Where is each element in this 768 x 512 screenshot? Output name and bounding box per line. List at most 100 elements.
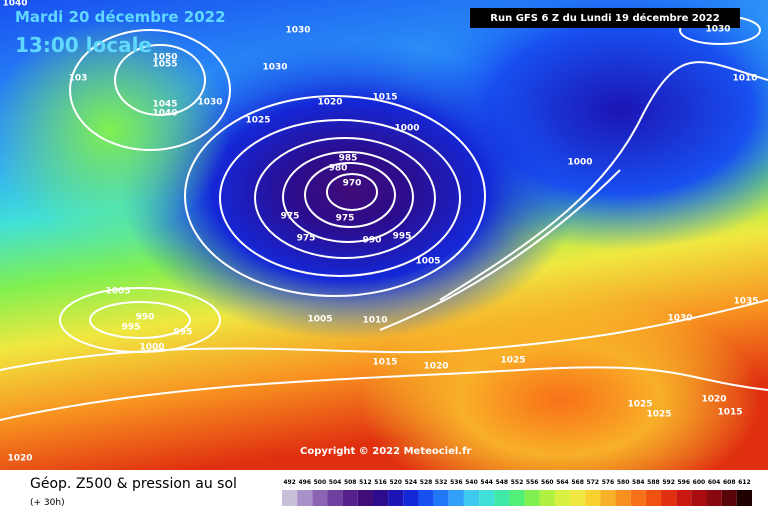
scale-label: 524 xyxy=(405,479,418,486)
scale-label: 508 xyxy=(344,479,357,486)
scale-swatch xyxy=(524,490,540,506)
scale-swatch xyxy=(570,490,586,506)
scale-label: 532 xyxy=(435,479,448,486)
scale-label: 608 xyxy=(723,479,736,486)
run-info: Run GFS 6 Z du Lundi 19 décembre 2022 xyxy=(490,12,719,24)
scale-swatch xyxy=(600,490,616,506)
scale-label: 500 xyxy=(314,479,327,486)
isobar-label: 1025 xyxy=(245,116,270,126)
scale-swatch xyxy=(554,490,571,506)
scale-label: 612 xyxy=(738,479,751,486)
scale-label: 584 xyxy=(632,479,645,486)
isobar-label: 1030 xyxy=(262,63,287,73)
isobar-label: 1025 xyxy=(500,356,525,366)
isobar-label: 980 xyxy=(329,164,348,174)
isobar-label: 975 xyxy=(281,212,300,222)
scale-label: 560 xyxy=(541,479,554,486)
isobar-label: 1000 xyxy=(139,343,164,353)
scale-swatch xyxy=(479,490,495,506)
isobar-label: 1040 xyxy=(152,109,177,119)
scale-label: 496 xyxy=(298,479,311,486)
scale-swatch xyxy=(418,490,434,506)
scale-swatch xyxy=(312,490,328,506)
isobar-label: 995 xyxy=(122,323,141,333)
isobar-label: 1050 xyxy=(152,53,177,63)
isobar-label: 1045 xyxy=(152,100,177,110)
scale-swatch xyxy=(630,490,646,506)
isobar-label: 1040 xyxy=(2,0,27,9)
scale-swatch xyxy=(433,490,449,506)
scale-swatch xyxy=(357,490,373,506)
isobar-label: 1020 xyxy=(701,395,726,405)
isobar-label: 1015 xyxy=(372,358,397,368)
scale-label: 580 xyxy=(617,479,630,486)
isobar-label: 1030 xyxy=(667,314,692,324)
footer-lead: (+ 30h) xyxy=(30,498,65,508)
scale-swatch xyxy=(676,490,692,506)
scale-label: 540 xyxy=(465,479,478,486)
isobars xyxy=(0,15,768,421)
scale-label: 600 xyxy=(693,479,706,486)
footer-title: Géop. Z500 & pression au sol xyxy=(30,476,237,492)
isobar-label: 1010 xyxy=(732,74,757,84)
scale-swatch xyxy=(615,490,631,506)
isobar-label: 995 xyxy=(174,328,193,338)
scale-label: 552 xyxy=(511,479,524,486)
date: Mardi 20 décembre 2022 xyxy=(15,8,226,26)
scale-label: 520 xyxy=(389,479,402,486)
isobar-label: 995 xyxy=(393,232,412,242)
scale-swatch xyxy=(706,490,722,506)
scale-label: 528 xyxy=(420,479,433,486)
isobar-label: 1035 xyxy=(733,297,758,307)
scale-swatch xyxy=(388,490,404,506)
isobar-label: 975 xyxy=(336,214,355,224)
isobar-label: 1005 xyxy=(105,287,130,297)
scale-swatch xyxy=(494,490,510,506)
scale-swatch xyxy=(721,490,737,506)
scale-label: 564 xyxy=(556,479,569,486)
isobar-label: 1030 xyxy=(197,98,222,108)
scale-label: 588 xyxy=(647,479,660,486)
scale-label: 504 xyxy=(329,479,342,486)
scale-label: 512 xyxy=(359,479,372,486)
isobar-label: 970 xyxy=(343,179,362,189)
isobar-label: 990 xyxy=(363,236,382,246)
isobar-label: 1005 xyxy=(307,315,332,325)
scale-label: 604 xyxy=(708,479,721,486)
time: 13:00 locale xyxy=(15,33,152,57)
isobar-label: 1000 xyxy=(567,158,592,168)
isobar-label: 990 xyxy=(136,313,155,323)
scale-swatch xyxy=(691,490,707,506)
scale-label: 492 xyxy=(283,479,296,486)
scale-swatch xyxy=(539,490,555,506)
isobar-label: 1030 xyxy=(285,26,310,36)
scale-label: 576 xyxy=(602,479,615,486)
scale-swatch xyxy=(297,490,313,506)
scale-swatch xyxy=(372,490,389,506)
scale-swatch xyxy=(282,490,298,506)
scale-swatch xyxy=(736,490,752,506)
field xyxy=(120,40,580,340)
isobar-label: 1020 xyxy=(317,98,342,108)
isobar-label: 1015 xyxy=(372,93,397,103)
scale-swatch xyxy=(327,490,343,506)
scale-swatch xyxy=(342,490,358,506)
scale-label: 544 xyxy=(480,479,493,486)
run-box xyxy=(470,8,740,28)
isobar-label: 1000 xyxy=(394,124,419,134)
scale-swatch xyxy=(448,490,464,506)
field xyxy=(0,20,230,240)
copyright: Copyright © 2022 Meteociel.fr xyxy=(300,446,471,457)
scale-swatch xyxy=(509,490,525,506)
scale-label: 536 xyxy=(450,479,463,486)
scale-label: 516 xyxy=(374,479,387,486)
scale-swatch xyxy=(585,490,601,506)
scale-label: 596 xyxy=(678,479,691,486)
isobar-label: 1010 xyxy=(362,316,387,326)
scale-label: 568 xyxy=(571,479,584,486)
scale-swatch xyxy=(463,490,480,506)
isobar-label: 985 xyxy=(339,154,358,164)
scale-swatch xyxy=(661,490,677,506)
isobar-label: 1025 xyxy=(627,400,652,410)
